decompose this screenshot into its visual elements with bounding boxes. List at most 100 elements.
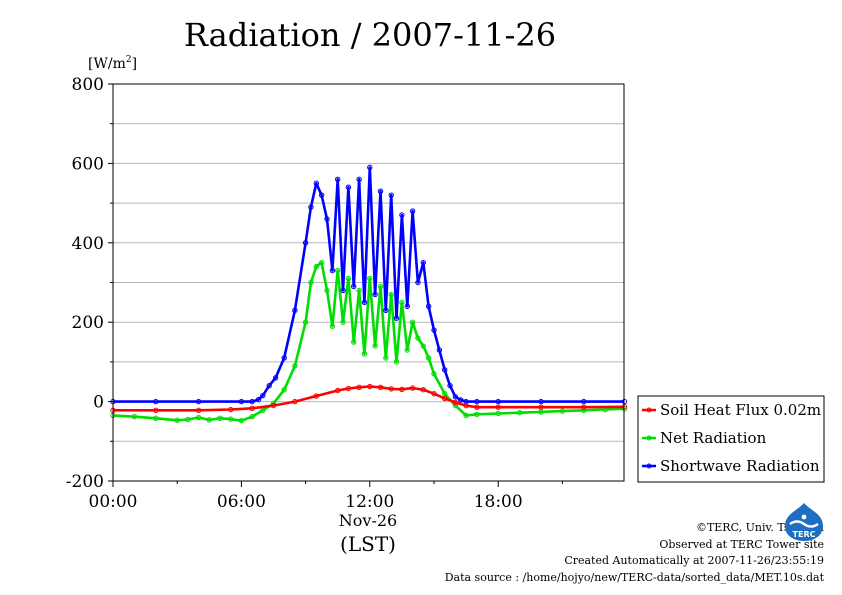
- data-point: [581, 404, 587, 410]
- data-point: [356, 176, 362, 182]
- x-tick-label: 06:00: [217, 492, 266, 512]
- data-point: [238, 417, 245, 424]
- data-point: [372, 291, 378, 298]
- data-point: [463, 402, 469, 409]
- data-point: [377, 188, 384, 194]
- data-point: [324, 216, 330, 222]
- y-tick-label: 600: [72, 154, 104, 174]
- data-point: [356, 384, 362, 391]
- legend-label: Shortwave Radiation: [660, 457, 820, 475]
- y-tick-label: 0: [93, 393, 104, 413]
- data-point: [404, 303, 410, 310]
- data-point: [260, 392, 266, 399]
- logo-dot-shape: [801, 514, 807, 520]
- data-point: [383, 307, 389, 313]
- data-point: [393, 359, 400, 365]
- x-tick-label: 00:00: [89, 492, 138, 512]
- data-point: [270, 402, 277, 409]
- data-point: [351, 283, 357, 290]
- y-tick-label: 200: [72, 313, 104, 333]
- logo-drop-shape: [785, 503, 823, 541]
- x-axis: 00:00 06:00 12:00 18:00: [89, 481, 563, 512]
- data-point: [431, 390, 437, 397]
- data-point: [361, 351, 368, 357]
- data-point: [559, 408, 566, 414]
- data-point: [345, 184, 352, 190]
- data-point: [409, 319, 416, 325]
- data-point: [377, 384, 384, 391]
- data-point: [195, 414, 202, 421]
- data-point: [249, 413, 255, 420]
- data-point: [415, 335, 421, 341]
- terc-logo: TERC: [785, 503, 823, 541]
- data-point: [313, 180, 319, 186]
- data-point: [255, 396, 262, 403]
- data-point: [372, 343, 378, 349]
- series-soil-heat-flux-0-02m: [110, 383, 628, 414]
- data-point: [581, 398, 587, 405]
- data-point: [399, 212, 405, 218]
- data-point: [292, 398, 298, 405]
- legend: Soil Heat Flux 0.02m Net Radiation Shortwa…: [637, 395, 825, 483]
- data-point: [335, 267, 341, 274]
- data-point: [367, 275, 373, 282]
- data-point: [318, 192, 325, 198]
- data-point: [329, 267, 336, 274]
- data-point: [495, 410, 501, 417]
- data-point: [302, 240, 309, 246]
- data-point: [538, 404, 544, 410]
- data-point: [324, 287, 330, 294]
- data-point: [442, 367, 448, 373]
- legend-marker: [646, 407, 652, 413]
- data-point: [516, 410, 523, 416]
- data-point: [399, 386, 405, 392]
- y-axis-unit-exponent: 2: [126, 55, 132, 65]
- data-point: [206, 417, 213, 423]
- data-point: [495, 398, 501, 405]
- copyright-text: ©TERC, Univ. Tsukuba: [695, 521, 824, 534]
- credits-block: ©TERC, Univ. Tsukuba Observed at TERC To…: [445, 520, 824, 586]
- y-tick-label: -200: [66, 472, 104, 492]
- data-point: [302, 319, 309, 325]
- data-point: [238, 398, 245, 405]
- data-point: [266, 383, 272, 389]
- observed-site-text: Observed at TERC Tower site: [659, 537, 824, 551]
- data-point: [431, 327, 437, 333]
- data-point: [249, 398, 255, 405]
- data-point: [495, 404, 501, 410]
- data-point: [195, 398, 202, 405]
- data-point: [351, 339, 357, 345]
- data-point: [308, 204, 314, 210]
- legend-marker: [646, 435, 652, 441]
- data-point: [361, 299, 368, 306]
- data-point: [335, 387, 341, 394]
- data-point: [131, 413, 138, 420]
- data-point: [452, 394, 459, 400]
- data-point: [329, 323, 336, 329]
- data-point: [409, 385, 416, 391]
- chart-title: Radiation / 2007-11-26: [184, 16, 556, 54]
- data-point: [313, 263, 319, 270]
- y-tick-label: 800: [72, 75, 104, 95]
- data-point: [249, 405, 255, 412]
- legend-box: [637, 395, 825, 483]
- data-point: [228, 416, 234, 422]
- data-point: [442, 395, 448, 402]
- x-axis-title: (LST): [340, 532, 396, 556]
- data-point: [281, 355, 287, 361]
- data-point: [292, 363, 298, 369]
- data-point: [345, 385, 352, 392]
- y-axis-unit-label: [W/m2]: [88, 55, 137, 72]
- x-tick-label: 18:00: [474, 492, 523, 512]
- data-point: [388, 192, 394, 198]
- data-point: [383, 355, 389, 361]
- data-point: [425, 355, 432, 361]
- x-axis-date-label: Nov-26: [339, 511, 397, 530]
- data-point: [313, 393, 319, 399]
- data-point: [185, 416, 191, 423]
- legend-label: Net Radiation: [660, 429, 767, 447]
- series-net-radiation: [110, 259, 628, 424]
- data-point: [474, 398, 480, 405]
- y-tick-label: 400: [72, 234, 104, 254]
